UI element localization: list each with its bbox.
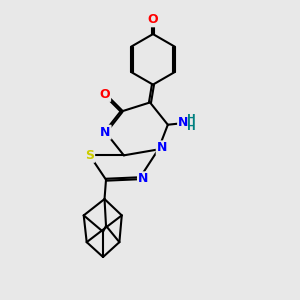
Text: N: N xyxy=(157,141,167,154)
Text: S: S xyxy=(85,149,94,162)
Text: O: O xyxy=(148,13,158,26)
Text: N: N xyxy=(100,126,111,139)
Text: H: H xyxy=(187,122,196,132)
Text: N: N xyxy=(138,172,148,185)
Text: H: H xyxy=(187,114,196,124)
Text: O: O xyxy=(100,88,110,101)
Text: N: N xyxy=(178,116,188,129)
